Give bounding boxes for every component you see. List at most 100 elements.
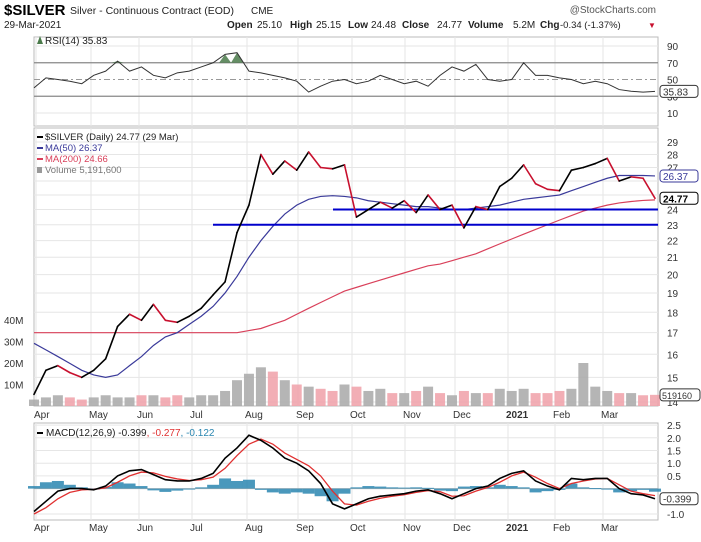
volume-bar bbox=[52, 395, 63, 406]
macd-month-label: Dec bbox=[453, 523, 471, 534]
volume-bar bbox=[626, 393, 637, 406]
price-segment bbox=[212, 281, 226, 296]
volume-bar bbox=[375, 388, 386, 406]
price-segment bbox=[367, 201, 382, 211]
ma200-line bbox=[34, 199, 656, 334]
macd-month-label: 2021 bbox=[506, 523, 529, 534]
volume-bar bbox=[100, 395, 111, 406]
macd-month-label: Nov bbox=[403, 523, 421, 534]
price-segment bbox=[200, 294, 214, 310]
high-value: 25.15 bbox=[316, 20, 341, 31]
volume-bar bbox=[351, 386, 362, 406]
symbol-title: $SILVER bbox=[4, 2, 66, 19]
close-value: 24.77 bbox=[437, 20, 462, 31]
volume-bar bbox=[243, 373, 254, 406]
macd-histogram-bar bbox=[637, 488, 650, 490]
price-segment bbox=[451, 204, 465, 229]
price-tick-label: 23 bbox=[667, 221, 679, 232]
price-segment bbox=[152, 303, 167, 322]
volume-bar bbox=[327, 390, 338, 406]
price-segment bbox=[391, 199, 406, 209]
macd-histogram-bar bbox=[123, 483, 136, 489]
price-segment bbox=[260, 153, 274, 175]
volume-legend-label: Volume 5,191,600 bbox=[45, 165, 122, 176]
macd-histogram-bar bbox=[183, 488, 196, 490]
price-segment bbox=[642, 177, 656, 200]
open-label: Open bbox=[227, 20, 253, 31]
macd-histogram-bar bbox=[314, 488, 327, 497]
volume-bar bbox=[339, 384, 350, 406]
volume-bar bbox=[267, 371, 278, 406]
change-value: -0.34 (-1.37%) bbox=[560, 20, 621, 31]
macd-legend-label: MACD(12,26,9) -0.399, -0.277, -0.122 bbox=[46, 428, 215, 439]
ma50-legend-label: MA(50) 26.37 bbox=[45, 143, 103, 154]
macd-month-label: Feb bbox=[553, 523, 571, 534]
price-legend: $SILVER (Daily) 24.77 (29 Mar) MA(50) 26… bbox=[37, 132, 178, 176]
macd-histogram-bar bbox=[147, 488, 160, 491]
macd-histogram-bar bbox=[410, 487, 423, 489]
month-label: Sep bbox=[296, 410, 314, 421]
macd-histogram-bar bbox=[207, 484, 220, 489]
volume-bar bbox=[542, 393, 553, 406]
price-segment bbox=[272, 160, 286, 175]
volume-bar bbox=[387, 393, 398, 406]
price-segment bbox=[224, 231, 238, 283]
price-value-tag bbox=[659, 191, 699, 205]
volume-bar bbox=[148, 395, 159, 406]
rsi-icon bbox=[37, 36, 43, 44]
macd-histogram-bar bbox=[171, 488, 184, 491]
macd-histogram-bar bbox=[422, 487, 435, 489]
macd-histogram-bar bbox=[577, 487, 590, 489]
rsi-value-tag bbox=[659, 84, 699, 98]
macd-histogram-bar bbox=[386, 487, 399, 489]
month-label: Jun bbox=[137, 410, 153, 421]
month-label: May bbox=[89, 410, 108, 421]
volume-bar bbox=[423, 386, 434, 406]
volume-bar bbox=[291, 384, 302, 406]
price-segment bbox=[475, 205, 489, 211]
macd-histogram-bar bbox=[374, 486, 387, 489]
price-segment bbox=[427, 194, 441, 211]
price-segment bbox=[630, 176, 644, 180]
volume-bar bbox=[602, 390, 613, 406]
volume-tick-label: 10M bbox=[4, 381, 23, 392]
macd-legend-swatch bbox=[37, 432, 43, 434]
price-segment bbox=[295, 151, 310, 171]
macd-histogram-bar bbox=[565, 483, 578, 489]
macd-tick-label: 2.0 bbox=[667, 434, 681, 445]
macd-month-label: Sep bbox=[296, 523, 314, 534]
price-segment bbox=[403, 199, 417, 214]
price-segment bbox=[558, 169, 573, 192]
month-label: Dec bbox=[453, 410, 471, 421]
volume-bar bbox=[64, 397, 75, 406]
volume-bar bbox=[160, 397, 171, 406]
volume-bar bbox=[29, 399, 39, 406]
instrument-name: Silver - Continuous Contract (EOD) bbox=[70, 5, 234, 17]
volume-tick-label: 30M bbox=[4, 338, 23, 349]
macd-histogram-bar bbox=[338, 488, 351, 494]
price-segment bbox=[116, 313, 131, 328]
volume-bar bbox=[172, 395, 183, 406]
volume-bar bbox=[315, 388, 326, 406]
price-segment bbox=[128, 313, 143, 322]
macd-histogram-bar bbox=[302, 488, 315, 494]
macd-histogram-bar bbox=[159, 488, 172, 492]
macd-histogram-bar bbox=[28, 486, 40, 489]
price-segment bbox=[498, 177, 513, 188]
volume-bar bbox=[530, 393, 541, 406]
volume-bar bbox=[399, 393, 410, 406]
macd-month-label: Aug bbox=[245, 523, 263, 534]
macd-value-tag-label: -0.399 bbox=[663, 495, 692, 506]
price-segment bbox=[618, 176, 632, 182]
month-label: Apr bbox=[34, 410, 50, 421]
macd-histogram-bar bbox=[63, 484, 76, 489]
macd-month-label: Jul bbox=[190, 523, 203, 534]
macd-month-label: Apr bbox=[34, 523, 50, 534]
price-segment bbox=[92, 358, 107, 372]
macd-histogram-bar bbox=[398, 487, 411, 489]
macd-value-tag bbox=[659, 492, 699, 506]
macd-histogram-bar bbox=[350, 487, 363, 489]
price-tick-label: 15 bbox=[667, 373, 679, 384]
price-tick-label: 24 bbox=[667, 206, 679, 217]
price-legend-label: $SILVER (Daily) 24.77 (29 Mar) bbox=[45, 132, 178, 143]
